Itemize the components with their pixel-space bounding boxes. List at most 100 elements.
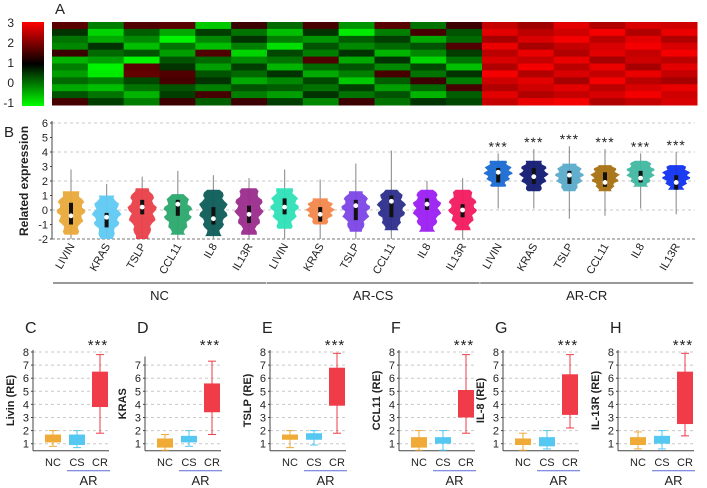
y-tick-label: 5 [42,133,48,145]
heatmap-cell [625,70,662,78]
heatmap-cell [52,63,89,71]
violin-iqr-bar [175,199,180,216]
heatmap-cell [302,84,340,92]
y-tick-label: 2 [493,426,499,438]
heatmap-cell [410,56,447,64]
violin-median-dot [460,207,465,213]
heatmap-cell [123,28,160,37]
heatmap-cell [589,49,626,58]
significance-marker: *** [88,337,109,354]
y-tick-label: 3 [608,413,614,425]
heatmap-cell [195,98,232,106]
heatmap-cell [410,77,447,85]
heatmap-cell [410,22,447,30]
heatmap-cell [446,63,483,71]
heatmap-cell [159,91,196,99]
heatmap-cell [661,84,698,92]
heatmap-cell [231,91,268,99]
heatmap-cell [482,28,519,37]
heatmap-cell [267,63,304,71]
x-tick-label: CS [306,457,321,469]
heatmap-cell [231,56,268,64]
heatmap-cell [410,70,447,78]
heatmap-cell [589,77,626,85]
heatmap-cell [553,42,590,51]
heatmap-cell [267,49,304,58]
heatmap-cell [482,63,519,71]
significance-marker: *** [489,138,508,154]
heatmap-cell [589,28,626,37]
heatmap-cell [195,28,232,37]
x-tick-label: CR [562,457,578,469]
heatmap-cell [195,42,232,51]
heatmap-cell [195,22,232,30]
y-tick-label: 5 [23,386,29,398]
heatmap-cell [231,49,268,58]
heatmap-cell [159,22,196,30]
heatmap-cell [195,84,232,92]
box [654,435,670,444]
heatmap-cell [482,56,519,64]
y-tick-label: 7 [389,360,395,372]
x-tick-label: CR [458,457,474,469]
heatmap-cell [87,35,125,44]
x-tick-label: CCL11 [371,242,398,277]
heatmap-cell [52,84,89,92]
x-tick-label: IL8 [416,242,434,261]
heatmap-cell [123,70,160,78]
heatmap-cell [625,63,662,71]
y-axis-label: KRAS [117,388,129,419]
box [562,374,578,415]
heatmap-cell [553,98,590,106]
y-tick-label: 3 [23,413,29,425]
y-tick-label: 6 [135,373,141,385]
heatmap-cell [338,56,375,64]
violin-median-dot [495,169,501,175]
heatmap-cell [87,56,125,64]
violin-median-dot [211,216,216,222]
heatmap-cell [52,22,89,30]
box [45,434,61,443]
y-tick-label: 4 [42,147,48,159]
heatmap-cell [302,22,340,30]
x-tick-label: TSLP [338,242,362,272]
heatmap-cell [123,77,160,85]
heatmap-cell [267,91,304,99]
panel-label-h: H [610,320,622,337]
heatmap-cell [517,98,555,106]
heatmap-cell [517,91,555,99]
significance-marker: *** [558,337,579,354]
box [677,371,693,425]
heatmap-cell [338,22,375,30]
heatmap-cell [661,91,698,99]
x-tick-label: IL13R [231,241,256,272]
y-tick-label: 7 [23,360,29,372]
heatmap-cell [374,56,411,64]
violin-median-dot [282,204,287,210]
violin-iqr-bar [104,212,109,228]
heatmap-cell [625,28,662,37]
heatmap-cell [553,56,590,64]
violin-iqr-bar [496,167,501,183]
violin-iqr-bar [389,195,394,218]
violin-median-dot [353,203,359,209]
heatmap-cell [52,77,89,85]
heatmap-cell [661,56,698,64]
heatmap-cell [589,56,626,64]
y-tick-label: 3 [42,162,48,174]
colorbar-tick: 0 [7,76,14,90]
heatmap-cell [267,70,304,78]
heatmap-cell [410,91,447,99]
heatmap-cell [410,84,447,92]
heatmap-cell [338,28,375,37]
y-tick-label: 0 [42,205,48,217]
panel-label-c: C [25,320,37,337]
heatmap-cell [482,84,519,92]
y-tick-label: 1 [608,439,614,451]
heatmap-cell [374,77,411,85]
heatmap-cell [625,91,662,99]
heatmap-cell [517,77,555,85]
significance-marker: *** [595,134,614,150]
heatmap-cell [553,28,590,37]
